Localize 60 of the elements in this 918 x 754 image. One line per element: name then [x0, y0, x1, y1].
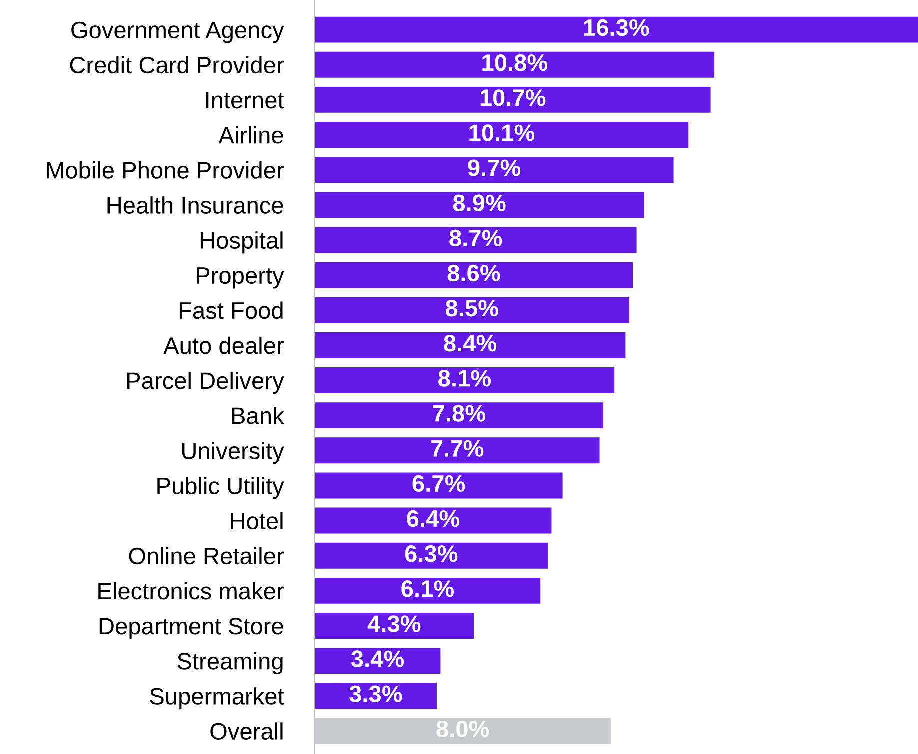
y-tick-label: Auto dealer	[164, 336, 284, 354]
y-tick-label: Internet	[206, 92, 284, 109]
data-label: 6.4%	[407, 510, 460, 528]
y-tick-label: University	[182, 442, 284, 464]
bar	[314, 86, 711, 113]
data-label: 7.7%	[431, 440, 484, 457]
y-tick-label: Hospital	[200, 232, 283, 254]
bar	[314, 438, 600, 464]
data-label: 10.8%	[482, 54, 548, 72]
y-tick-label: Health Insurance	[108, 196, 284, 214]
y-tick-label: Bank	[232, 407, 284, 424]
bar	[314, 157, 674, 184]
y-tick-label: Electronics maker	[98, 582, 284, 600]
data-label: 16.3%	[584, 19, 650, 36]
y-tick-label: Online Retailer	[129, 547, 284, 565]
data-label: 6.1%	[402, 580, 454, 598]
bar	[314, 613, 474, 639]
y-tick-label: Public Utility	[158, 477, 284, 500]
data-label: 3.3%	[350, 686, 402, 703]
y-tick-label: Fast Food	[180, 302, 283, 320]
y-tick-label: Hotel	[231, 512, 283, 530]
y-tick-label: Airline	[218, 126, 284, 144]
bar	[314, 718, 611, 744]
bar	[314, 402, 604, 429]
y-tick-label: Property	[197, 268, 284, 289]
y-tick-label: Mobile Phone Provider	[47, 162, 284, 179]
bar	[314, 472, 563, 499]
data-label: 10.7%	[480, 90, 546, 106]
data-label: 8.6%	[448, 264, 500, 282]
data-label: 7.8%	[433, 405, 486, 422]
bar	[314, 16, 918, 43]
data-label: 8.7%	[450, 230, 502, 247]
y-tick-label: Credit Card Provider	[70, 56, 284, 74]
bar	[314, 122, 689, 148]
bar	[314, 262, 634, 288]
data-label: 8.5%	[446, 300, 498, 317]
data-label: 4.3%	[368, 616, 421, 632]
data-label: 8.4%	[444, 335, 497, 352]
data-label: 8.1%	[438, 370, 492, 387]
data-label: 8.9%	[453, 194, 506, 212]
bar	[314, 227, 637, 254]
y-tick-label: Government Agency	[72, 22, 284, 44]
bar	[314, 368, 615, 394]
y-tick-label: Parcel Delivery	[127, 372, 284, 394]
data-label: 10.1%	[470, 124, 535, 142]
y-tick-label: Supermarket	[150, 688, 284, 710]
data-label: 3.4%	[351, 650, 404, 668]
bar	[314, 52, 714, 78]
bar	[314, 332, 626, 358]
y-tick-label: Streaming	[178, 652, 283, 675]
y-tick-label: Department Store	[100, 618, 284, 640]
bar	[314, 508, 552, 534]
y-tick-label: Overall	[210, 722, 283, 740]
bar	[314, 297, 630, 324]
data-label: 6.7%	[412, 475, 466, 492]
bar	[314, 542, 548, 569]
data-label: 6.3%	[405, 545, 458, 562]
bar	[314, 192, 644, 218]
bar	[314, 578, 541, 604]
data-label: 9.7%	[468, 160, 521, 176]
